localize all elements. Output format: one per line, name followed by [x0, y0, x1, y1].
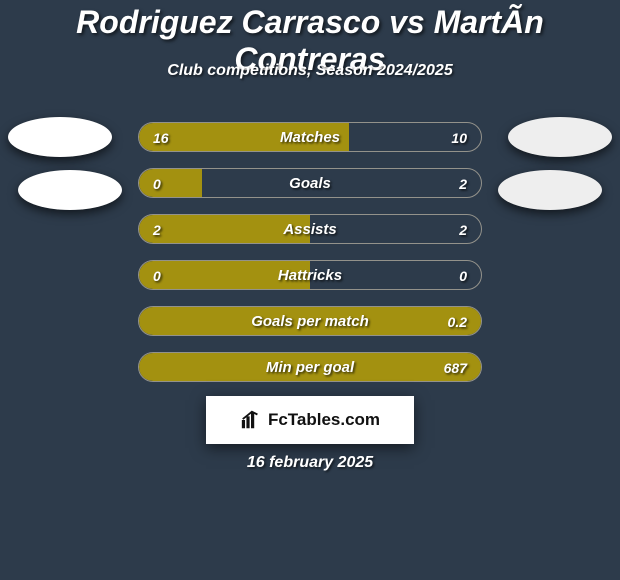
stat-row: Matches16 10: [138, 122, 482, 152]
stat-value-right: 2: [459, 169, 467, 198]
player2-club-badge: [498, 170, 602, 210]
stat-row: Goals per match0.2: [138, 306, 482, 336]
brand-card[interactable]: FcTables.com: [206, 396, 414, 444]
player1-club-badge: [18, 170, 122, 210]
stat-row: Goals0 2: [138, 168, 482, 198]
stat-row: Min per goal687: [138, 352, 482, 382]
comparison-card: Rodriguez Carrasco vs MartÃ­n Contreras …: [0, 0, 620, 580]
brand-chart-icon: [240, 409, 262, 431]
stat-row: Assists2 2: [138, 214, 482, 244]
stats-rows: Matches1610Goals02Assists22Hattricks00Go…: [138, 122, 482, 398]
stat-row: Hattricks0 0: [138, 260, 482, 290]
stat-value-left: 0: [153, 261, 161, 290]
stat-value-right: 0.2: [448, 307, 467, 336]
stat-label: Matches: [139, 123, 481, 152]
stat-value-right: 0: [459, 261, 467, 290]
stat-label: Min per goal: [139, 353, 481, 382]
stat-value-left: 16: [153, 123, 169, 152]
stat-value-right: 2: [459, 215, 467, 244]
stat-value-right: 10: [451, 123, 467, 152]
player2-avatar: [508, 117, 612, 157]
stat-label: Goals: [139, 169, 481, 198]
stat-label: Assists: [139, 215, 481, 244]
stat-value-left: 2: [153, 215, 161, 244]
stat-value-right: 687: [444, 353, 467, 382]
competition-subtitle: Club competitions, Season 2024/2025: [0, 62, 620, 80]
stat-label: Goals per match: [139, 307, 481, 336]
brand-label: FcTables.com: [268, 410, 380, 430]
snapshot-date: 16 february 2025: [0, 454, 620, 472]
stat-value-left: 0: [153, 169, 161, 198]
stat-label: Hattricks: [139, 261, 481, 290]
player1-avatar: [8, 117, 112, 157]
